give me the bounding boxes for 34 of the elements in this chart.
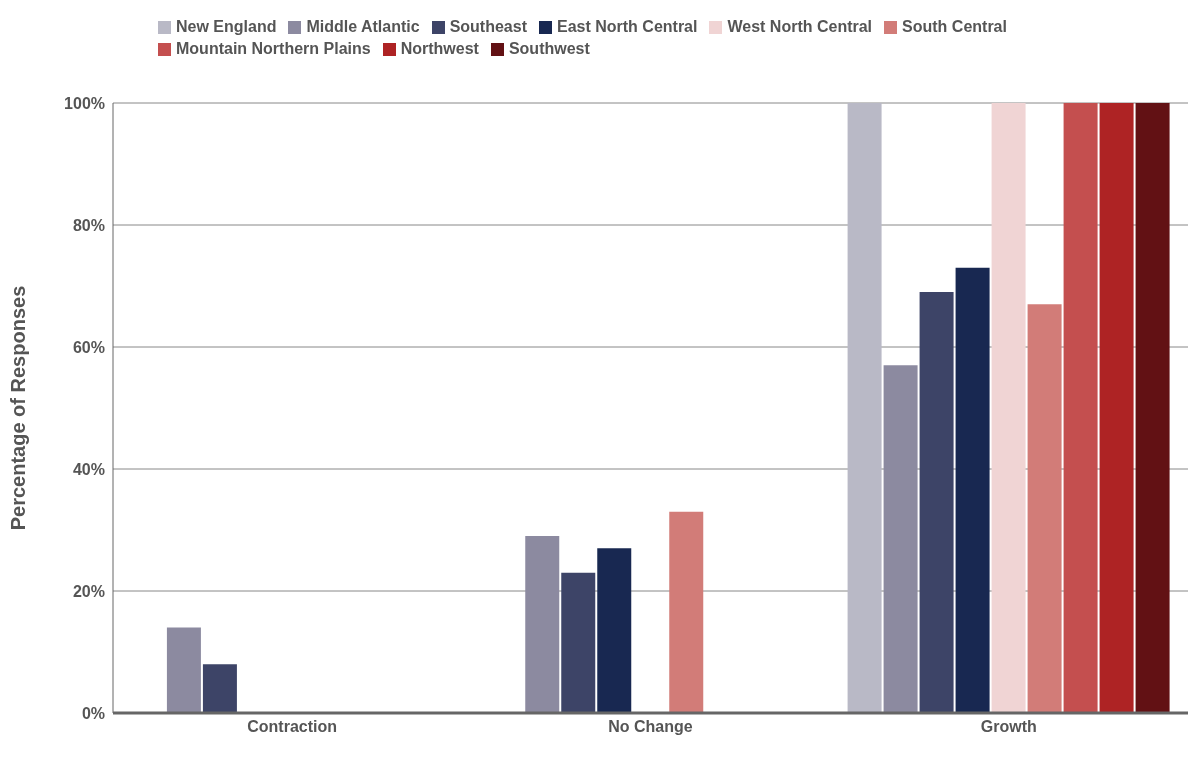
bar [847, 103, 882, 713]
x-tick-label: No Change [608, 718, 693, 736]
bar [1135, 103, 1170, 713]
bar [561, 572, 596, 713]
legend-label: Southeast [449, 18, 527, 36]
bar [919, 292, 954, 713]
bar [883, 365, 918, 713]
legend-label: Northwest [400, 40, 479, 58]
legend-label: South Central [902, 18, 1007, 36]
legend-label: West North Central [727, 18, 873, 36]
legend-label: Southwest [508, 40, 590, 58]
bar [1099, 103, 1134, 713]
y-tick-label: 20% [72, 582, 105, 600]
legend-label: Mountain Northern Plains [176, 40, 371, 58]
bar [1063, 103, 1098, 713]
bar [991, 103, 1026, 713]
bar [955, 267, 990, 713]
bar [1027, 304, 1062, 713]
y-tick-label: 60% [72, 338, 105, 356]
y-tick-label: 0% [81, 704, 105, 722]
y-axis-title: Percentage of Responses [7, 285, 30, 531]
legend-label: Middle Atlantic [306, 18, 420, 36]
bar [525, 536, 560, 713]
x-tick-label: Contraction [247, 718, 338, 736]
x-tick-label: Growth [980, 718, 1037, 736]
bar [669, 511, 704, 713]
legend-label: East North Central [556, 18, 698, 36]
bar [597, 548, 632, 713]
y-tick-label: 100% [64, 94, 105, 112]
bar [166, 627, 201, 713]
legend-label: New England [176, 18, 277, 36]
bar [202, 664, 237, 713]
y-tick-label: 80% [72, 216, 105, 234]
y-tick-label: 40% [72, 460, 105, 478]
